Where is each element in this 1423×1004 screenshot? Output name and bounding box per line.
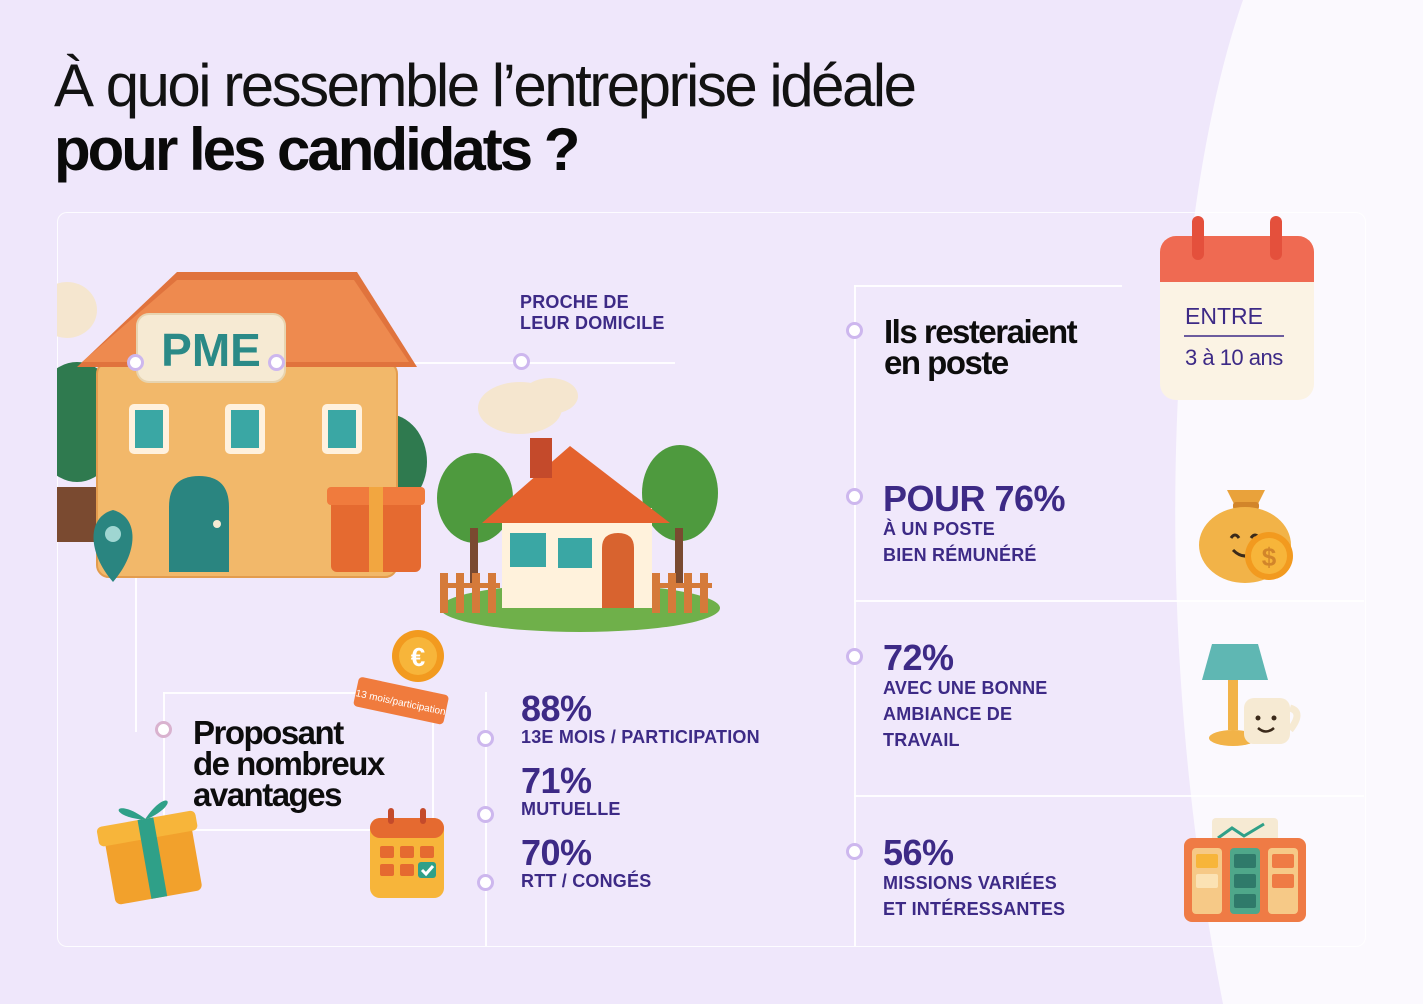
proche-domicile-dot	[513, 353, 530, 370]
avantage-label-1: 13E MOIS / PARTICIPATION	[521, 727, 760, 747]
proche-line-1: PROCHE DE	[520, 292, 629, 312]
right-item-dot-1	[846, 488, 863, 505]
right-item-2: 72% AVEC UNE BONNE AMBIANCE DE TRAVAIL	[883, 639, 1047, 753]
avantage-item-2: 71% MUTUELLE	[521, 762, 621, 821]
connector-line	[854, 285, 856, 946]
right-item-1: POUR 76% À UN POSTE BIEN RÉMUNÉRÉ	[883, 478, 1066, 568]
connector-line	[854, 600, 1364, 602]
svg-text:€: €	[411, 642, 425, 672]
avantages-headline: Proposant de nombreux avantages	[193, 714, 385, 813]
avantage-label-3: RTT / CONGÉS	[521, 871, 652, 891]
avantages-line-3: avantages	[193, 776, 342, 813]
right-item-line1-2: AVEC UNE BONNE	[883, 678, 1048, 698]
avantage-pct-2: 71%	[521, 760, 592, 801]
poste-headline: Ils resteraient en poste	[884, 313, 1078, 381]
pme-left-dot	[127, 354, 144, 371]
connector-line	[854, 795, 1364, 797]
lamp-mug-icon	[1202, 644, 1301, 746]
title-line-1: À quoi ressemble l’entreprise idéale	[54, 52, 917, 119]
avantage-dot-3	[477, 874, 494, 891]
poste-line-2: en poste	[884, 344, 1009, 381]
right-item-line1-3: MISSIONS VARIÉES	[883, 873, 1057, 893]
connector-line	[163, 829, 433, 831]
avantage-dot-1	[477, 730, 494, 747]
calendar-text: ENTRE 3 à 10 ans	[1185, 301, 1295, 371]
avantages-line-1: Proposant	[193, 714, 344, 751]
poste-dot	[846, 322, 863, 339]
right-item-dot-2	[846, 648, 863, 665]
right-item-pct-1: POUR 76%	[883, 478, 1066, 519]
avantage-label-2: MUTUELLE	[521, 799, 621, 819]
right-item-pct-2: 72%	[883, 637, 954, 678]
avantages-dot	[155, 721, 172, 738]
page-title: À quoi ressemble l’entreprise idéale pou…	[54, 52, 917, 183]
right-item-line2-3: ET INTÉRESSANTES	[883, 899, 1066, 919]
connector-line	[854, 285, 1122, 287]
connector-line	[163, 692, 433, 694]
connector-line	[163, 692, 165, 830]
calendar-icon	[1160, 216, 1314, 400]
gift-icon	[96, 800, 202, 905]
avantage-item-3: 70% RTT / CONGÉS	[521, 834, 651, 893]
pme-right-dot	[268, 354, 285, 371]
calendar-line-2: 3 à 10 ans	[1185, 345, 1283, 370]
title-line-2: pour les candidats ?	[54, 116, 580, 183]
avantages-line-2: de nombreux	[193, 745, 385, 782]
right-item-line2-2: AMBIANCE DE	[883, 704, 1013, 724]
connector-line	[432, 692, 434, 830]
calendar-check-icon	[370, 808, 444, 898]
calendar-line-1: ENTRE	[1185, 303, 1263, 329]
right-item-line2-1: BIEN RÉMUNÉRÉ	[883, 545, 1037, 565]
right-item-pct-3: 56%	[883, 832, 954, 873]
svg-text:$: $	[1262, 542, 1277, 572]
kanban-board-icon	[1184, 818, 1306, 922]
poste-line-1: Ils resteraient	[884, 313, 1078, 350]
right-item-line1-1: À UN POSTE	[883, 519, 996, 539]
right-item-dot-3	[846, 843, 863, 860]
right-item-line3-2: TRAVAIL	[883, 730, 960, 750]
money-bag-icon: $	[1199, 490, 1293, 583]
coin-stamp-icon: € 13 mois/participation	[353, 630, 449, 725]
proche-domicile-label: PROCHE DE LEUR DOMICILE	[520, 292, 665, 334]
avantage-dot-2	[477, 806, 494, 823]
pme-house-illustration: PME	[57, 272, 427, 582]
avantage-item-1: 88% 13E MOIS / PARTICIPATION	[521, 690, 760, 749]
small-house-illustration	[437, 378, 720, 632]
proche-line-2: LEUR DOMICILE	[520, 313, 665, 333]
right-item-3: 56% MISSIONS VARIÉES ET INTÉRESSANTES	[883, 834, 1065, 922]
avantage-pct-3: 70%	[521, 832, 592, 873]
avantage-pct-1: 88%	[521, 688, 592, 729]
pme-sign-text: PME	[161, 324, 261, 376]
